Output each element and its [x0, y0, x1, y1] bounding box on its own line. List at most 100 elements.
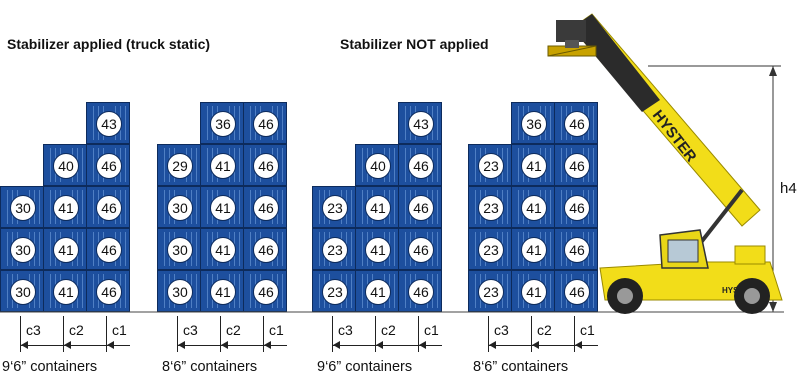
container-capacity: 46 [408, 153, 434, 179]
container-capacity: 41 [365, 195, 391, 221]
column-label: c2 [537, 322, 552, 338]
container-capacity: 46 [253, 153, 279, 179]
container-box: 40 [43, 144, 87, 186]
dimension-tick [63, 316, 64, 352]
title-stabilizer-not-applied: Stabilizer NOT applied [340, 36, 489, 52]
container-capacity: 23 [478, 279, 504, 305]
column-label: c1 [269, 322, 284, 338]
container-box: 46 [243, 144, 287, 186]
container-box: 30 [0, 228, 44, 270]
container-box: 40 [355, 144, 399, 186]
container-capacity: 46 [96, 153, 122, 179]
container-box: 41 [511, 186, 555, 228]
container-box: 23 [468, 228, 512, 270]
dimension-tick [332, 316, 333, 352]
container-box: 41 [200, 228, 244, 270]
container-capacity: 23 [478, 237, 504, 263]
column-label: c2 [381, 322, 396, 338]
container-box: 36 [200, 102, 244, 144]
container-capacity: 46 [408, 279, 434, 305]
h4-arrow-bottom [769, 302, 777, 312]
container-capacity: 46 [408, 195, 434, 221]
container-capacity: 40 [365, 153, 391, 179]
container-box: 41 [355, 228, 399, 270]
container-box: 46 [398, 144, 442, 186]
container-capacity: 43 [408, 111, 434, 137]
column-label: c1 [424, 322, 439, 338]
dimension-arrow [21, 341, 28, 349]
container-type-label: 8‘6” containers [162, 359, 258, 375]
container-capacity: 23 [322, 279, 348, 305]
container-box: 46 [398, 186, 442, 228]
container-box: 30 [157, 186, 201, 228]
container-box: 23 [312, 228, 356, 270]
container-capacity: 36 [521, 111, 547, 137]
container-type-label: 9‘6” containers [2, 359, 98, 375]
container-box: 30 [157, 270, 201, 312]
container-box: 46 [554, 186, 598, 228]
dimension-arrow [333, 341, 340, 349]
dimension-line [488, 345, 598, 346]
dimension-tick [488, 316, 489, 352]
container-box: 46 [86, 144, 130, 186]
container-box: 23 [468, 144, 512, 186]
dimension-arrow [64, 341, 71, 349]
container-capacity: 41 [365, 237, 391, 263]
container-box: 46 [398, 270, 442, 312]
dimension-tick [574, 316, 575, 352]
dimension-arrow [178, 341, 185, 349]
container-box: 43 [86, 102, 130, 144]
dimension-line [332, 345, 442, 346]
container-box: 43 [398, 102, 442, 144]
column-label: c3 [494, 322, 509, 338]
container-box: 46 [243, 186, 287, 228]
container-capacity: 41 [521, 195, 547, 221]
dimension-arrow [221, 341, 228, 349]
dimension-arrow [264, 341, 271, 349]
container-capacity: 30 [10, 195, 36, 221]
dimension-arrow [419, 341, 426, 349]
container-capacity: 46 [408, 237, 434, 263]
dimension-tick [418, 316, 419, 352]
container-box: 41 [355, 270, 399, 312]
container-box: 41 [200, 186, 244, 228]
container-capacity: 46 [564, 237, 590, 263]
dimension-tick [263, 316, 264, 352]
container-capacity: 36 [210, 111, 236, 137]
container-box: 41 [200, 144, 244, 186]
h4-label: h4 [780, 180, 797, 197]
dimension-arrow [532, 341, 539, 349]
dimension-tick [531, 316, 532, 352]
container-box: 46 [86, 270, 130, 312]
container-box: 46 [243, 228, 287, 270]
container-capacity: 30 [10, 279, 36, 305]
column-label: c2 [69, 322, 84, 338]
container-box: 41 [511, 144, 555, 186]
container-capacity: 46 [96, 279, 122, 305]
dimension-arrow [489, 341, 496, 349]
column-label: c2 [226, 322, 241, 338]
dimension-tick [106, 316, 107, 352]
container-box: 23 [312, 186, 356, 228]
container-capacity: 41 [210, 279, 236, 305]
container-capacity: 23 [322, 195, 348, 221]
column-label: c1 [580, 322, 595, 338]
column-label: c3 [338, 322, 353, 338]
container-capacity: 29 [167, 153, 193, 179]
container-box: 46 [554, 144, 598, 186]
container-capacity: 41 [521, 279, 547, 305]
container-box: 30 [157, 228, 201, 270]
container-capacity: 23 [478, 195, 504, 221]
container-box: 23 [312, 270, 356, 312]
container-box: 23 [468, 270, 512, 312]
container-capacity: 43 [96, 111, 122, 137]
container-capacity: 46 [564, 279, 590, 305]
dimension-tick [375, 316, 376, 352]
dimension-tick [177, 316, 178, 352]
title-stabilizer-applied: Stabilizer applied (truck static) [7, 36, 211, 52]
dimension-arrow [107, 341, 114, 349]
container-capacity: 23 [322, 237, 348, 263]
spreader-head [556, 20, 586, 42]
